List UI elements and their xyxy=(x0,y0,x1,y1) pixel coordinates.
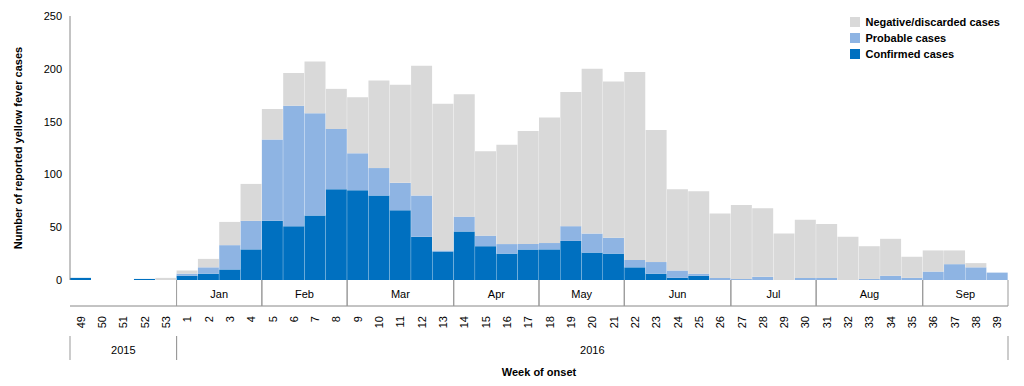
svg-text:150: 150 xyxy=(44,116,62,128)
svg-text:250: 250 xyxy=(44,10,62,22)
svg-text:4: 4 xyxy=(245,316,257,322)
svg-text:8: 8 xyxy=(330,316,342,322)
svg-text:53: 53 xyxy=(160,316,172,328)
svg-text:12: 12 xyxy=(416,316,428,328)
svg-text:36: 36 xyxy=(927,316,939,328)
svg-text:6: 6 xyxy=(288,316,300,322)
svg-text:19: 19 xyxy=(565,316,577,328)
svg-text:Sep: Sep xyxy=(956,288,976,300)
svg-text:Jan: Jan xyxy=(210,288,228,300)
svg-text:2: 2 xyxy=(203,316,215,322)
svg-text:9: 9 xyxy=(352,316,364,322)
svg-text:30: 30 xyxy=(799,316,811,328)
svg-text:35: 35 xyxy=(906,316,918,328)
svg-text:3: 3 xyxy=(224,316,236,322)
svg-text:21: 21 xyxy=(608,316,620,328)
svg-text:50: 50 xyxy=(50,221,62,233)
html-text:Confirmed cases: Confirmed cases xyxy=(865,48,955,60)
svg-text:Feb: Feb xyxy=(295,288,314,300)
svg-text:7: 7 xyxy=(309,316,321,322)
svg-text:Week of onset: Week of onset xyxy=(502,366,577,378)
svg-text:27: 27 xyxy=(736,316,748,328)
svg-text:49: 49 xyxy=(75,316,87,328)
svg-text:26: 26 xyxy=(714,316,726,328)
svg-text:Number of reported yellow feve: Number of reported yellow fever cases xyxy=(12,47,24,249)
svg-text:16: 16 xyxy=(501,316,513,328)
svg-text:52: 52 xyxy=(139,316,151,328)
svg-text:34: 34 xyxy=(885,316,897,328)
svg-text:38: 38 xyxy=(970,316,982,328)
svg-text:15: 15 xyxy=(480,316,492,328)
svg-text:5: 5 xyxy=(267,316,279,322)
svg-text:100: 100 xyxy=(44,168,62,180)
svg-text:Apr: Apr xyxy=(488,288,505,300)
svg-text:33: 33 xyxy=(863,316,875,328)
svg-text:Jun: Jun xyxy=(669,288,687,300)
svg-text:Aug: Aug xyxy=(860,288,880,300)
svg-text:28: 28 xyxy=(757,316,769,328)
svg-text:25: 25 xyxy=(693,316,705,328)
svg-text:May: May xyxy=(571,288,592,300)
svg-text:39: 39 xyxy=(991,316,1003,328)
svg-text:Jul: Jul xyxy=(766,288,780,300)
svg-text:11: 11 xyxy=(394,316,406,327)
svg-text:32: 32 xyxy=(842,316,854,328)
svg-text:23: 23 xyxy=(650,316,662,328)
svg-text:Mar: Mar xyxy=(391,288,410,300)
svg-text:29: 29 xyxy=(778,316,790,328)
svg-text:18: 18 xyxy=(544,316,556,328)
svg-text:22: 22 xyxy=(629,316,641,328)
svg-text:0: 0 xyxy=(56,274,62,286)
svg-text:200: 200 xyxy=(44,63,62,75)
svg-text:37: 37 xyxy=(949,316,961,328)
svg-text:13: 13 xyxy=(437,316,449,328)
svg-text:50: 50 xyxy=(96,316,108,328)
svg-text:20: 20 xyxy=(586,316,598,328)
svg-text:2015: 2015 xyxy=(111,344,135,356)
svg-text:1: 1 xyxy=(181,316,193,322)
svg-text:51: 51 xyxy=(117,316,129,328)
svg-text:14: 14 xyxy=(458,316,470,328)
html-text:Negative/discarded cases: Negative/discarded cases xyxy=(865,16,1000,28)
svg-text:17: 17 xyxy=(522,316,534,328)
svg-text:24: 24 xyxy=(672,316,684,328)
svg-text:2016: 2016 xyxy=(580,344,604,356)
html-text:Probable cases: Probable cases xyxy=(865,32,947,44)
svg-text:31: 31 xyxy=(821,316,833,328)
svg-text:10: 10 xyxy=(373,316,385,328)
